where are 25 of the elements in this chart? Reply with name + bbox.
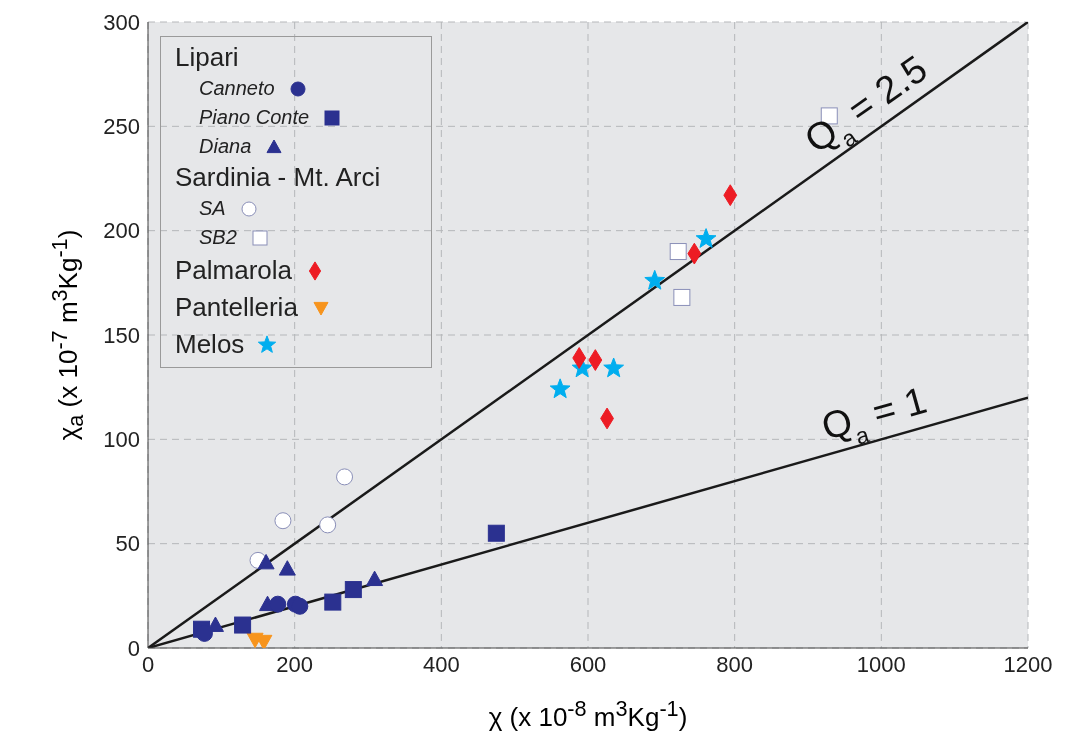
x-tick-label: 200	[276, 651, 314, 677]
x-tick-label: 600	[569, 651, 607, 677]
legend-label: Canneto	[199, 76, 275, 101]
x-tick-label: 400	[422, 651, 460, 677]
y-tick-label: 250	[103, 114, 140, 140]
legend-label: Piano Conte	[199, 105, 310, 130]
legend-label: SA	[199, 196, 226, 221]
legend-label: SB2	[199, 225, 237, 250]
x-tick-label: 800	[716, 651, 754, 677]
x-axis-title: χ (x 10$^{-8}$ m$^{3}$Kg$^{-1}$)	[487, 696, 689, 733]
legend-title: Lipari	[175, 41, 240, 74]
legend-label: Palmarola	[175, 254, 293, 287]
y-tick-label: 50	[115, 531, 140, 557]
annotation: Sardinia - Mt. Arci	[175, 161, 382, 194]
legend-label: Melos	[175, 328, 245, 361]
y-tick-label: 200	[103, 218, 140, 244]
annotation: Q$_{a}$ = 1	[817, 378, 932, 450]
y-tick-label: 100	[103, 427, 140, 453]
y-tick-label: 300	[103, 9, 140, 35]
x-tick-label: 1200	[1003, 651, 1053, 677]
y-tick-label: 0	[127, 635, 140, 661]
x-tick-label: 1000	[856, 651, 906, 677]
y-tick-label: 150	[103, 322, 140, 348]
legend-label: Diana	[199, 134, 252, 159]
legend-label: Pantelleria	[175, 291, 298, 324]
